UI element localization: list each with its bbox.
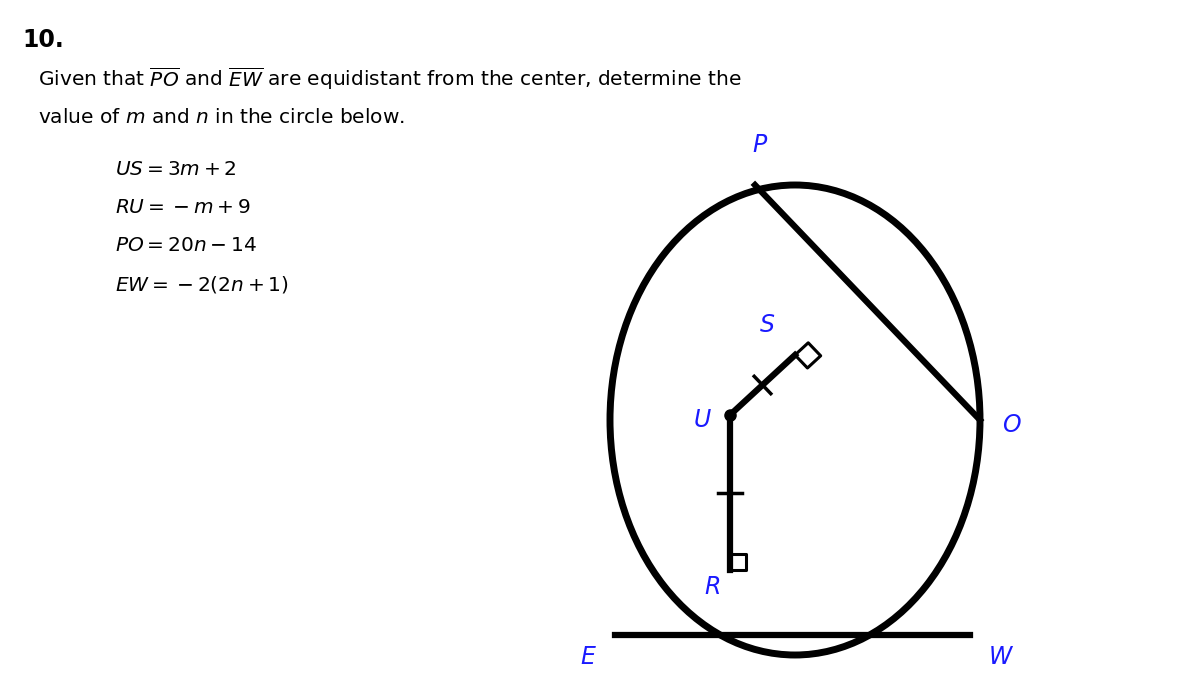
Text: $U$: $U$: [694, 408, 712, 432]
Text: value of $m$ and $n$ in the circle below.: value of $m$ and $n$ in the circle below…: [38, 108, 404, 127]
Text: $E$: $E$: [580, 645, 598, 669]
Text: Given that $\overline{PO}$ and $\overline{EW}$ are equidistant from the center, : Given that $\overline{PO}$ and $\overlin…: [38, 65, 742, 92]
Text: $\mathit{RU} = -m + 9$: $\mathit{RU} = -m + 9$: [115, 198, 251, 217]
Text: $P$: $P$: [752, 133, 768, 157]
Text: $\mathit{US} = 3m + 2$: $\mathit{US} = 3m + 2$: [115, 160, 236, 179]
Text: $S$: $S$: [758, 313, 775, 337]
Text: $\mathit{EW} = -2(2n + 1)$: $\mathit{EW} = -2(2n + 1)$: [115, 274, 289, 295]
Text: 10.: 10.: [22, 28, 64, 52]
Text: $\mathit{PO} = 20n - 14$: $\mathit{PO} = 20n - 14$: [115, 236, 257, 255]
Text: $W$: $W$: [988, 645, 1014, 669]
Text: $R$: $R$: [704, 575, 720, 599]
Text: $O$: $O$: [1002, 413, 1021, 437]
